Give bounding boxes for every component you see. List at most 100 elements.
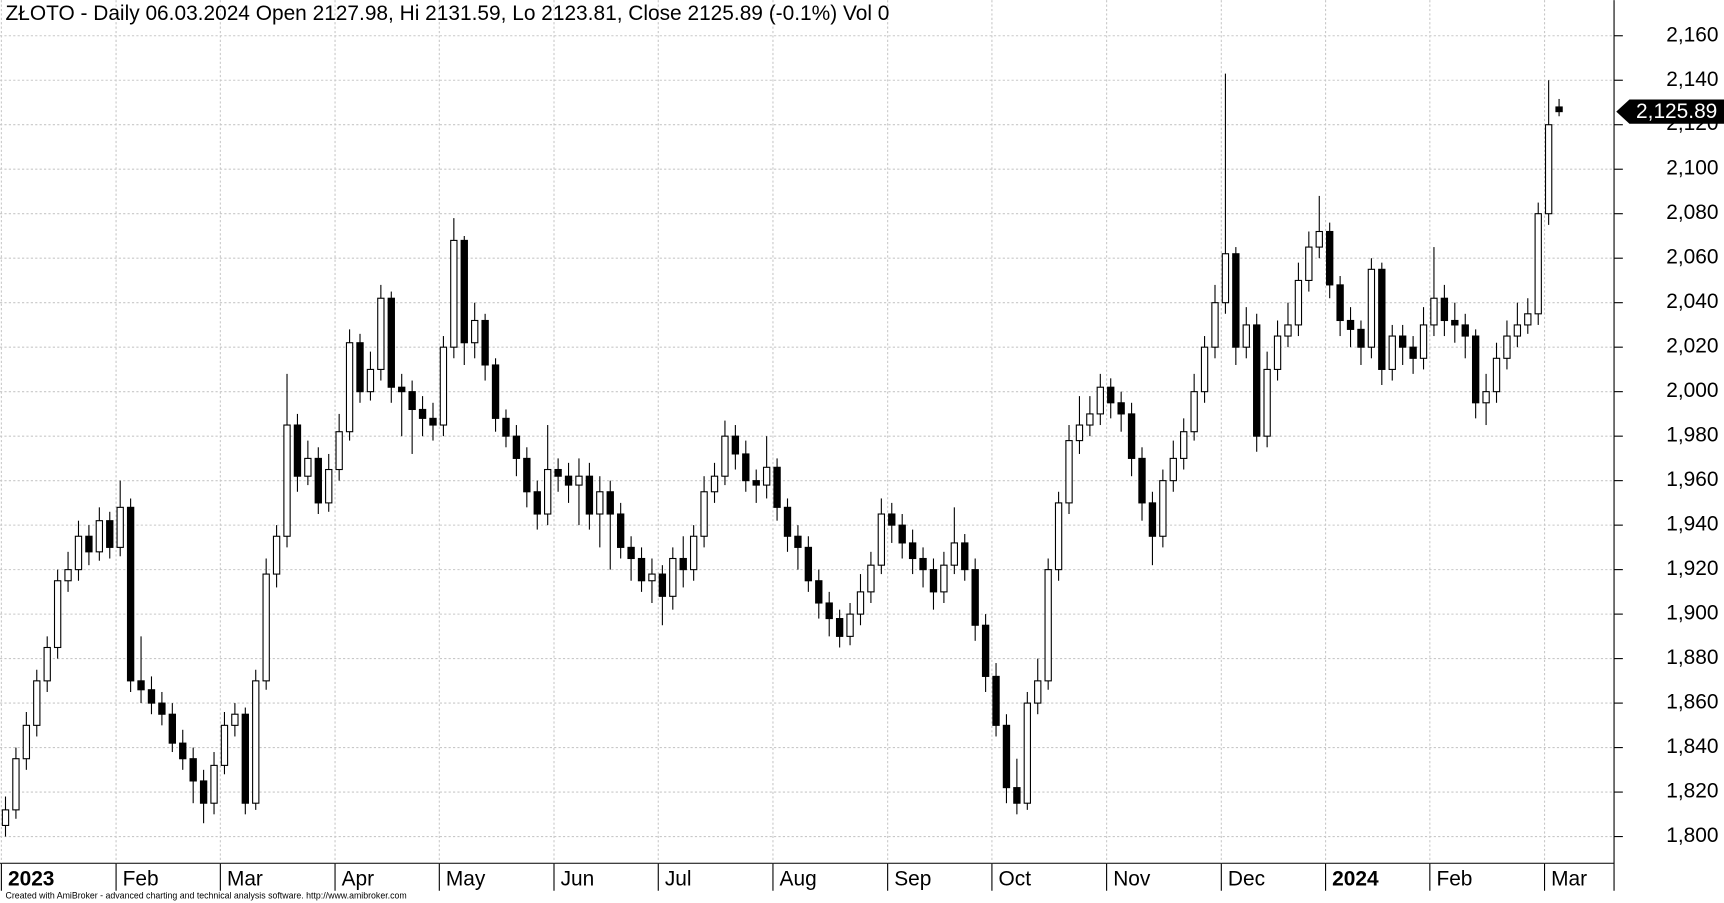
candle-body [846, 613, 854, 637]
x-tick-label: Apr [342, 867, 375, 890]
candle-body [116, 506, 124, 548]
candle-body [387, 297, 395, 388]
y-tick-label: 2,020 [1666, 335, 1718, 358]
candle-body [961, 542, 969, 571]
y-tick-label: 1,880 [1666, 646, 1718, 669]
candle-body [1409, 346, 1417, 359]
candle-body [12, 758, 20, 811]
candle-body [1524, 313, 1532, 326]
candle-body [189, 758, 197, 782]
candle-body [731, 435, 740, 455]
candle-body [272, 535, 281, 575]
candle-body [33, 680, 41, 726]
candle-body [815, 580, 823, 604]
candle-body [158, 702, 166, 715]
candle-body [1002, 724, 1011, 789]
candle-body [64, 569, 72, 582]
y-tick-label: 2,160 [1666, 23, 1718, 46]
candle-body [106, 520, 114, 548]
x-tick-label: Nov [1113, 867, 1151, 890]
x-tick-label: Feb [1436, 867, 1472, 890]
y-tick-label: 1,980 [1666, 424, 1718, 447]
candle-body [908, 542, 917, 560]
candle-body [981, 624, 990, 677]
candle-body [314, 457, 322, 504]
candle-body [658, 573, 667, 597]
candle-body [1044, 569, 1052, 682]
candle-body [460, 239, 468, 344]
last-price-label: 2,125.89 [1636, 100, 1717, 123]
candle-body [1336, 284, 1344, 322]
candle-body [231, 713, 239, 726]
x-tick-label: Dec [1228, 867, 1265, 890]
candle-body [1461, 324, 1469, 337]
y-tick-label: 1,920 [1666, 557, 1718, 580]
candle-body [179, 742, 187, 760]
candle-body [377, 297, 385, 370]
candle-body [596, 491, 604, 515]
candle-body [637, 557, 646, 582]
x-tick-label: Mar [1551, 867, 1587, 890]
candle-body [721, 435, 729, 477]
candle-body [1326, 230, 1334, 286]
last-price-marker [1616, 99, 1724, 124]
x-tick-label: Mar [227, 867, 263, 890]
y-tick-label: 1,840 [1666, 735, 1718, 758]
candle-body [1148, 502, 1157, 537]
candle-body [220, 724, 229, 766]
candle-body [1107, 386, 1115, 404]
candle-body [606, 491, 614, 515]
x-tick-label: Jun [561, 867, 595, 890]
candle-body [262, 573, 270, 682]
x-tick-label: Jul [665, 867, 692, 890]
candle-body [773, 466, 781, 508]
candle-body [95, 520, 104, 553]
candle-body [1430, 297, 1438, 326]
candle-body [43, 646, 51, 682]
x-tick-label: 2023 [8, 867, 54, 890]
candle-body [1127, 413, 1136, 459]
candle-body [762, 466, 771, 486]
candle-body [992, 675, 1000, 726]
candle-body [544, 468, 552, 515]
candle-body [783, 506, 792, 537]
candle-body [627, 546, 635, 560]
candle-body [502, 417, 510, 437]
x-tick-label: Aug [780, 867, 817, 890]
y-tick-label: 2,060 [1666, 246, 1718, 269]
candle-body [335, 431, 343, 471]
y-tick-label: 1,800 [1666, 824, 1718, 847]
candle-body [742, 453, 750, 482]
candle-body [199, 780, 208, 804]
candle-body [867, 564, 875, 593]
candle-body [408, 391, 416, 411]
candle-body [450, 239, 458, 348]
footer: Created with AmiBroker - advanced charti… [5, 891, 406, 901]
candle-body [283, 424, 291, 537]
candle-body [304, 457, 312, 477]
candle-body [85, 535, 93, 553]
candle-body [1096, 386, 1104, 415]
candle-body [1284, 324, 1292, 337]
y-tick-label: 2,140 [1666, 68, 1718, 91]
candle-body [877, 513, 886, 566]
candle-body [1315, 230, 1323, 248]
candle-body [752, 480, 760, 486]
candle-body [512, 435, 521, 459]
candle-body [1367, 268, 1376, 348]
candle-body [345, 342, 354, 433]
candle-body [1471, 335, 1480, 404]
candle-body [679, 557, 687, 571]
candle-body [1159, 480, 1167, 537]
candle-body [418, 408, 427, 419]
candle-body [429, 417, 437, 426]
candle-body [616, 513, 625, 548]
y-tick-label: 1,900 [1666, 602, 1718, 625]
candle-body [293, 424, 302, 477]
candle-body [1378, 268, 1386, 370]
candle-body [137, 680, 145, 691]
candle-body [825, 602, 833, 620]
candle-body [971, 569, 979, 626]
candle-body [439, 346, 448, 426]
